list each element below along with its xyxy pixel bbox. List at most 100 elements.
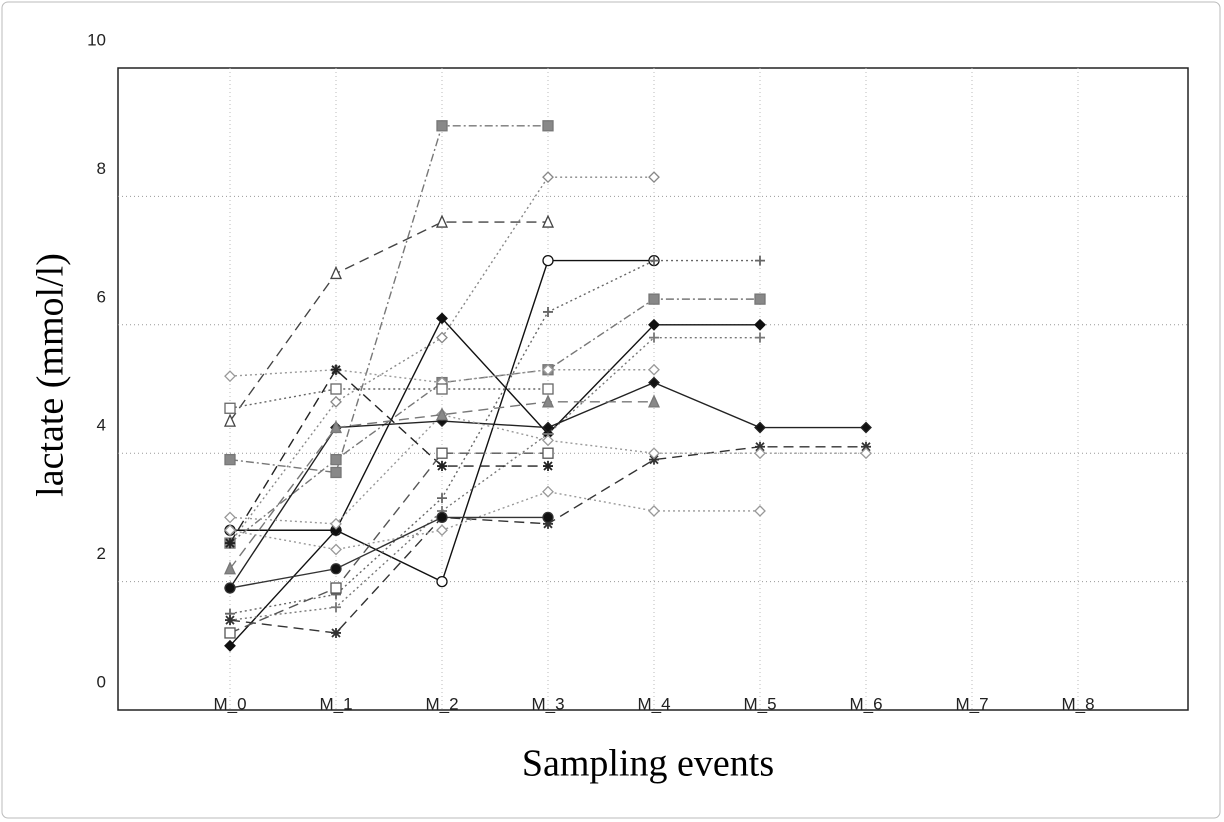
marker <box>543 461 553 472</box>
marker <box>542 485 554 498</box>
marker <box>543 306 553 317</box>
x-tick-label: M_2 <box>425 694 458 713</box>
marker <box>648 293 660 305</box>
marker <box>330 563 342 575</box>
series-line <box>229 259 760 615</box>
marker <box>648 318 660 331</box>
series-line <box>229 516 548 589</box>
marker <box>542 120 554 132</box>
marker <box>648 171 660 184</box>
marker <box>860 421 872 434</box>
plot-area <box>117 67 1189 711</box>
marker <box>224 639 236 652</box>
marker <box>543 518 553 529</box>
marker <box>436 511 448 524</box>
marker <box>647 394 661 408</box>
marker <box>437 461 447 472</box>
marker <box>755 332 765 343</box>
marker <box>436 524 448 537</box>
y-tick-label: 4 <box>97 416 106 435</box>
series-line <box>229 490 760 551</box>
series-line <box>229 401 654 570</box>
marker <box>330 543 342 556</box>
marker <box>648 447 660 460</box>
marker <box>224 453 236 466</box>
marker <box>649 454 659 465</box>
marker <box>331 627 341 638</box>
marker <box>331 602 341 613</box>
series-line <box>229 298 760 544</box>
marker <box>754 505 766 517</box>
marker <box>435 214 449 228</box>
y-axis-label: lactate (mmol/l) <box>30 253 72 497</box>
marker <box>436 575 448 588</box>
y-tick-label: 0 <box>97 672 106 691</box>
marker <box>754 293 766 305</box>
marker <box>331 364 341 375</box>
y-tick-label: 2 <box>97 544 106 563</box>
marker <box>542 254 554 267</box>
marker <box>649 255 659 266</box>
marker <box>437 493 447 504</box>
marker <box>754 421 766 434</box>
marker <box>330 582 342 594</box>
x-tick-label: M_5 <box>743 694 776 713</box>
marker <box>541 214 555 228</box>
marker <box>860 447 872 460</box>
x-tick-label: M_0 <box>213 694 246 713</box>
marker <box>223 413 237 427</box>
marker <box>542 171 554 184</box>
marker <box>648 363 660 376</box>
marker <box>542 434 554 447</box>
marker <box>649 332 659 343</box>
marker <box>436 120 448 132</box>
marker <box>329 265 343 280</box>
marker <box>330 395 342 408</box>
marker <box>224 370 236 383</box>
marker <box>541 394 555 408</box>
marker <box>648 505 660 517</box>
y-tick-label: 8 <box>97 159 106 178</box>
marker <box>754 447 766 460</box>
series-line <box>229 388 548 409</box>
marker <box>224 627 236 639</box>
series-line <box>229 221 548 422</box>
marker <box>225 615 235 626</box>
marker <box>223 561 237 575</box>
marker <box>330 517 342 530</box>
marker <box>542 383 554 395</box>
x-tick-label: M_1 <box>319 694 352 713</box>
x-tick-label: M_8 <box>1061 694 1094 713</box>
marker <box>435 407 449 421</box>
series-line <box>229 125 548 474</box>
marker <box>224 511 236 524</box>
series-line <box>229 369 654 384</box>
marker <box>224 582 236 594</box>
marker <box>542 421 554 434</box>
marker <box>436 312 448 325</box>
marker <box>329 419 343 434</box>
series-line <box>229 336 760 621</box>
series-line <box>229 452 548 634</box>
marker <box>436 331 448 344</box>
marker <box>330 383 342 395</box>
marker <box>436 383 448 395</box>
marker <box>542 447 554 459</box>
y-tick-label: 6 <box>97 287 106 306</box>
x-tick-label: M_4 <box>637 694 670 713</box>
y-tick-label: 10 <box>87 30 106 49</box>
marker <box>755 255 765 266</box>
x-tick-label: M_6 <box>849 694 882 713</box>
marker <box>755 441 765 452</box>
series-line <box>229 368 548 544</box>
marker <box>224 524 236 537</box>
marker <box>330 453 342 466</box>
marker <box>224 402 236 414</box>
marker <box>861 441 871 452</box>
marker <box>436 447 448 459</box>
x-tick-label: M_3 <box>531 694 564 713</box>
x-axis-label: Sampling events <box>522 743 774 785</box>
marker <box>754 318 766 331</box>
